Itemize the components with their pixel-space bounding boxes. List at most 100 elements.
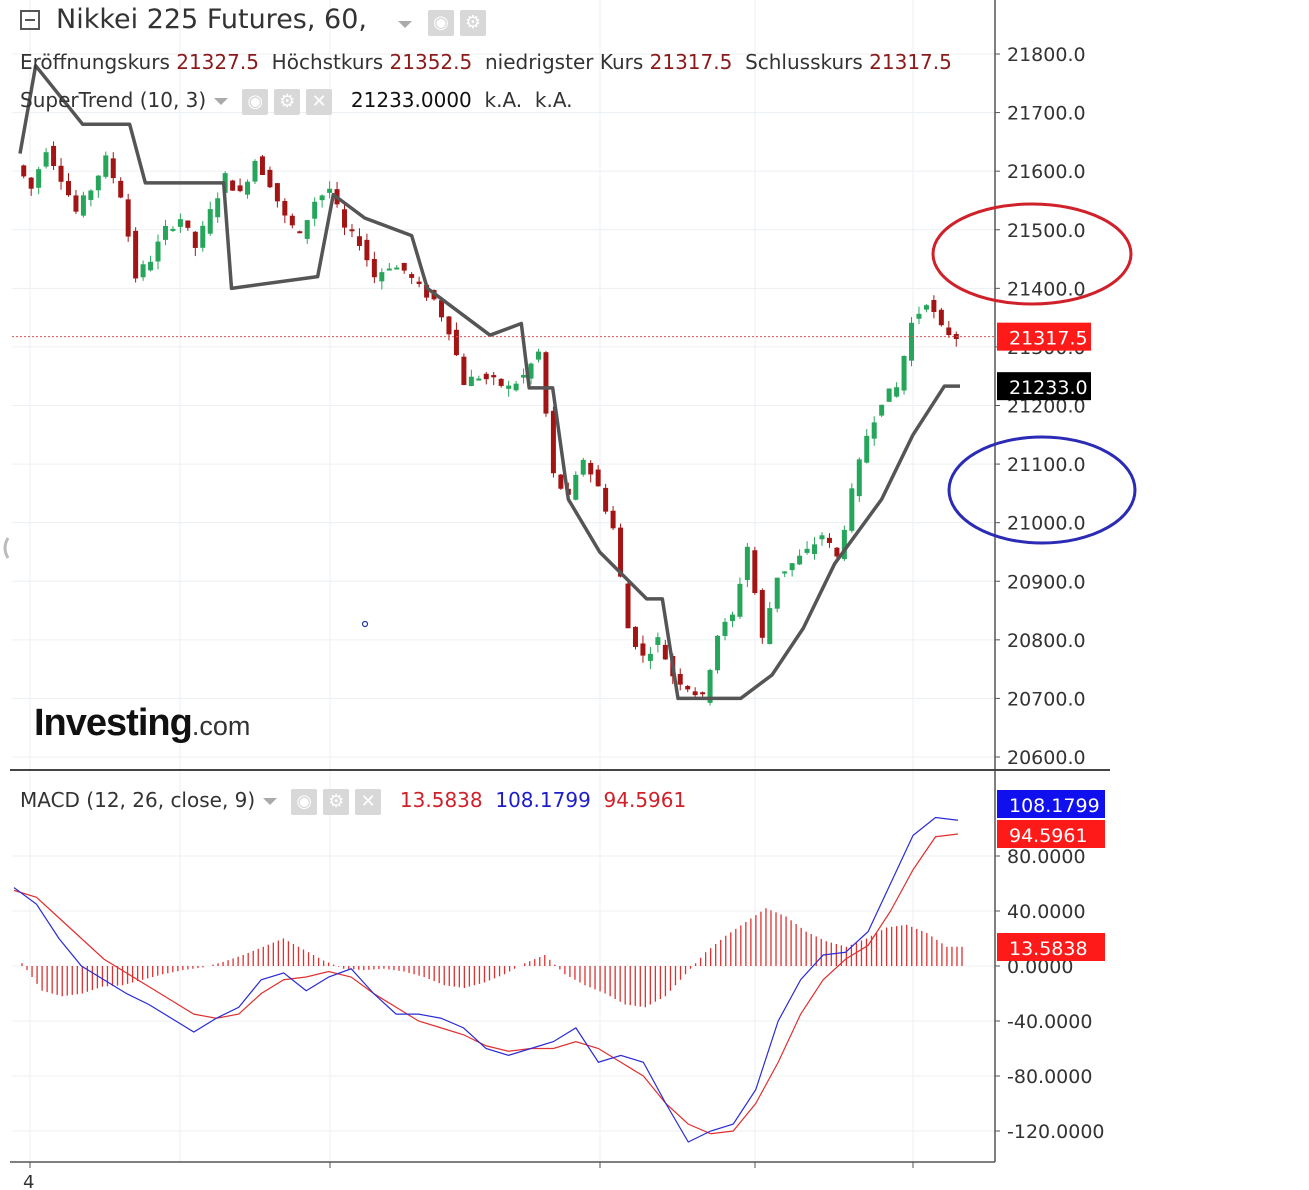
candle-body-123 [938,309,944,326]
candle-body-31 [252,160,258,182]
last-price-badge [997,322,1091,351]
supertrend-name[interactable]: SuperTrend (10, 3) [20,88,207,112]
candle-body-34 [274,183,280,202]
supertrend-badge [997,372,1091,401]
candle-body-45 [356,236,362,246]
candle-body-37 [297,231,303,234]
candle-body-51 [401,262,407,271]
eye-icon[interactable]: ◉ [428,10,454,36]
price-tick-label-12: 20600.0 [1007,747,1086,769]
red-annotation-ellipse [931,202,1133,306]
candle-body-10 [95,175,101,191]
candle-body-64 [498,378,504,386]
price-tick-label-4: 21400.0 [1007,278,1086,300]
candle-body-120 [916,313,922,319]
candle-body-4 [51,145,57,166]
candle-body-56 [439,300,445,318]
macd-name[interactable]: MACD (12, 26, close, 9) [20,788,256,812]
price-tick-label-7: 21100.0 [1007,454,1086,476]
candle-body-50 [394,267,400,270]
macd-main-line [13,816,959,1143]
candle-body-90 [692,691,698,696]
low-value: 21317.5 [649,50,733,74]
candle-body-96 [737,583,743,617]
supertrend-chevron-down-icon[interactable] [214,98,229,105]
logo-suffix: .com [191,711,251,741]
left-scroll-handle [3,537,10,559]
candle-body-49 [386,268,392,271]
candle-body-83 [640,643,646,656]
open-label: Eröffnungskurs [20,50,170,74]
candle-body-93 [715,635,721,671]
macd-tick-label-2: 0.0000 [1007,956,1073,978]
collapse-pane-icon[interactable] [20,10,40,30]
candle-body-115 [879,404,885,416]
candle-body-77 [595,469,601,487]
candle-body-97 [744,546,750,581]
macd-chevron-down-icon[interactable] [263,798,278,805]
candle-body-84 [647,653,653,661]
candle-body-72 [558,474,564,489]
candle-body-76 [588,462,594,475]
candle-body-40 [319,195,325,201]
macd-tick-label-4: -80.0000 [1007,1066,1092,1088]
macd-hist-badge-label: 13.5838 [1009,938,1088,960]
candle-body-22 [185,220,191,228]
time-tick-label-0: 4 [23,1172,34,1190]
candle-body-32 [259,156,265,175]
macd-close-icon[interactable]: ✕ [355,788,382,815]
candle-body-85 [655,637,661,645]
macd-legend: MACD (12, 26, close, 9) ◉ ⚙ ✕ 13.5838 108.1… [20,788,686,815]
candle-body-79 [610,510,616,529]
candle-body-13 [118,180,124,198]
candle-body-104 [797,555,803,565]
macd-signal-line [13,833,959,1135]
supertrend-eye-icon[interactable]: ◉ [242,88,269,115]
candle-body-23 [192,231,198,248]
candle-body-113 [864,435,870,463]
candle-body-24 [200,225,206,248]
candle-body-19 [162,225,168,240]
candle-body-43 [342,209,348,228]
candle-body-75 [580,459,586,475]
macd-hist-badge [997,933,1105,961]
macd-tick-label-3: -40.0000 [1007,1011,1092,1033]
supertrend-gear-icon[interactable]: ⚙ [274,88,301,115]
title-chevron-down-icon[interactable] [398,14,412,33]
supertrend-legend: SuperTrend (10, 3) ◉ ⚙ ✕ 21233.0000 k.A. k.… [20,88,573,115]
candle-body-7 [73,195,79,212]
candle-body-33 [267,169,273,188]
macd-eye-icon[interactable]: ◉ [291,788,318,815]
macd-tick-label-1: 40.0000 [1007,901,1086,923]
supertrend-value: 21233.0000 [350,88,472,112]
high-value: 21352.5 [389,50,473,74]
candle-body-112 [856,459,862,497]
blue-annotation-ellipse [947,435,1137,545]
logo-main: Investing [34,702,193,744]
candle-body-25 [207,209,213,234]
macd-line-badge-label: 108.1799 [1009,795,1100,817]
gear-icon[interactable]: ⚙ [460,10,486,36]
candle-body-98 [752,550,758,594]
price-tick-label-11: 20700.0 [1007,688,1086,710]
macd-gear-icon[interactable]: ⚙ [323,788,350,815]
candle-body-20 [170,228,176,231]
candle-body-57 [446,316,452,335]
investing-logo: Investing.com [34,702,250,745]
candle-body-105 [804,548,810,553]
close-value: 21317.5 [869,50,952,74]
supertrend-close-icon[interactable]: ✕ [306,88,333,115]
candle-body-16 [140,264,146,278]
candle-body-0 [21,165,27,177]
candle-body-14 [125,199,131,237]
candle-body-107 [819,535,825,540]
price-tick-label-6: 21200.0 [1007,396,1086,418]
candle-body-59 [461,356,467,385]
candle-body-68 [528,363,534,379]
candle-body-66 [513,383,519,391]
candle-body-47 [371,259,377,278]
macd-line-badge [997,790,1105,818]
title-icon-group: ◉ ⚙ [428,10,492,36]
candle-body-78 [603,487,609,512]
open-value: 21327.5 [176,50,259,74]
